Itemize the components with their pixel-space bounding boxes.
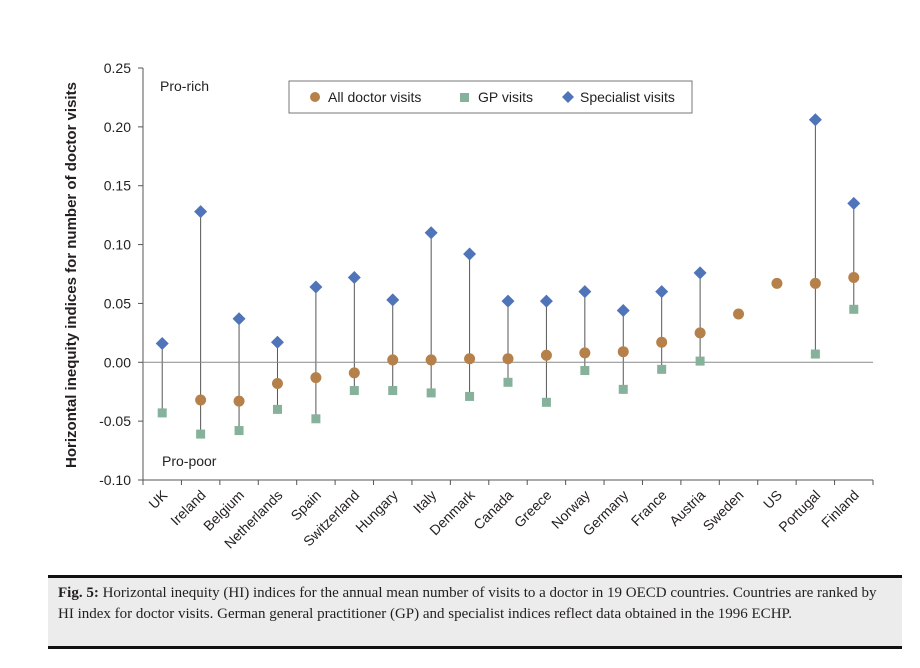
point-gp-visits-finland xyxy=(849,304,859,314)
caption-text: Horizontal inequity (HI) indices for the… xyxy=(58,585,877,622)
x-tick-label-finland: Finland xyxy=(818,487,862,531)
point-all-doctor-visits-netherlands xyxy=(271,377,283,389)
point-specialist-visits-netherlands xyxy=(270,335,284,349)
pro-rich-annotation: Pro-rich xyxy=(160,78,209,94)
point-all-doctor-visits-canada xyxy=(502,353,514,365)
point-specialist-visits-greece xyxy=(539,294,553,308)
legend-marker-gp-visits xyxy=(460,93,469,102)
y-tick-label: -0.10 xyxy=(99,472,131,488)
x-tick-label-sweden: Sweden xyxy=(700,487,747,534)
point-all-doctor-visits-germany xyxy=(617,346,629,358)
point-gp-visits-denmark xyxy=(465,391,475,401)
x-tick-label-france: France xyxy=(628,487,670,529)
x-tick-label-greece: Greece xyxy=(511,487,555,531)
pro-poor-annotation: Pro-poor xyxy=(162,453,217,469)
point-specialist-visits-belgium xyxy=(232,312,246,326)
point-all-doctor-visits-finland xyxy=(848,272,860,284)
point-gp-visits-belgium xyxy=(234,426,244,436)
point-gp-visits-austria xyxy=(695,356,705,366)
point-gp-visits-greece xyxy=(541,397,551,407)
point-specialist-visits-portugal xyxy=(808,113,822,127)
x-tick-label-italy: Italy xyxy=(410,487,439,516)
point-specialist-visits-denmark xyxy=(463,247,477,261)
point-gp-visits-spain xyxy=(311,414,321,424)
figure-caption: Fig. 5: Horizontal inequity (HI) indices… xyxy=(48,575,902,649)
point-specialist-visits-canada xyxy=(501,294,515,308)
y-tick-label: 0.15 xyxy=(104,178,131,194)
chart-area: 0.250.200.150.100.050.00-0.05-0.10UKIrel… xyxy=(63,60,874,552)
y-tick-label: 0.00 xyxy=(104,354,131,370)
point-specialist-visits-france xyxy=(655,285,669,299)
point-specialist-visits-switzerland xyxy=(347,271,361,285)
point-all-doctor-visits-france xyxy=(656,336,668,348)
x-tick-label-uk: UK xyxy=(145,486,171,512)
point-specialist-visits-austria xyxy=(693,266,707,280)
point-gp-visits-ireland xyxy=(196,429,206,439)
point-gp-visits-italy xyxy=(426,388,436,398)
point-all-doctor-visits-switzerland xyxy=(348,367,360,379)
point-all-doctor-visits-austria xyxy=(694,327,706,339)
point-gp-visits-netherlands xyxy=(272,404,282,414)
y-tick-label: 0.20 xyxy=(104,119,131,135)
point-all-doctor-visits-greece xyxy=(540,349,552,361)
point-gp-visits-hungary xyxy=(388,386,398,396)
point-gp-visits-uk xyxy=(157,408,167,418)
y-tick-label: 0.10 xyxy=(104,237,131,253)
point-all-doctor-visits-italy xyxy=(425,354,437,366)
point-specialist-visits-italy xyxy=(424,226,438,240)
point-gp-visits-norway xyxy=(580,366,590,376)
x-tick-label-canada: Canada xyxy=(470,487,516,533)
x-tick-label-portugal: Portugal xyxy=(775,487,823,535)
x-tick-label-hungary: Hungary xyxy=(352,487,401,536)
point-gp-visits-france xyxy=(657,364,667,374)
legend-marker-all-doctor-visits xyxy=(310,92,320,102)
point-all-doctor-visits-ireland xyxy=(195,394,207,406)
legend-label-all-doctor-visits: All doctor visits xyxy=(328,89,421,105)
point-gp-visits-canada xyxy=(503,377,513,387)
y-axis-label: Horizontal inequity indices for number o… xyxy=(63,82,80,468)
point-all-doctor-visits-norway xyxy=(579,347,591,359)
point-all-doctor-visits-spain xyxy=(310,372,322,384)
legend: All doctor visits GP visits Specialist v… xyxy=(288,80,693,114)
legend-marker-specialist-visits xyxy=(562,91,574,103)
point-all-doctor-visits-denmark xyxy=(464,353,476,365)
point-specialist-visits-ireland xyxy=(194,205,208,219)
point-specialist-visits-norway xyxy=(578,285,592,299)
point-specialist-visits-uk xyxy=(155,336,169,350)
y-tick-label: -0.05 xyxy=(99,413,131,429)
point-all-doctor-visits-hungary xyxy=(387,354,399,366)
caption-label: Fig. 5: xyxy=(58,585,99,601)
point-specialist-visits-finland xyxy=(847,196,861,210)
point-all-doctor-visits-portugal xyxy=(809,277,821,289)
y-tick-label: 0.05 xyxy=(104,295,131,311)
legend-label-specialist-visits: Specialist visits xyxy=(580,89,675,105)
point-all-doctor-visits-sweden xyxy=(733,308,745,320)
x-tick-label-spain: Spain xyxy=(287,487,324,524)
point-gp-visits-switzerland xyxy=(349,386,359,396)
point-gp-visits-germany xyxy=(618,384,628,394)
point-all-doctor-visits-us xyxy=(771,277,783,289)
point-gp-visits-portugal xyxy=(810,349,820,359)
point-all-doctor-visits-belgium xyxy=(233,395,245,407)
point-specialist-visits-hungary xyxy=(386,293,400,307)
point-specialist-visits-germany xyxy=(616,303,630,317)
y-tick-label: 0.25 xyxy=(104,60,131,76)
legend-label-gp-visits: GP visits xyxy=(478,89,533,105)
x-tick-label-us: US xyxy=(760,487,785,512)
point-specialist-visits-spain xyxy=(309,280,323,294)
